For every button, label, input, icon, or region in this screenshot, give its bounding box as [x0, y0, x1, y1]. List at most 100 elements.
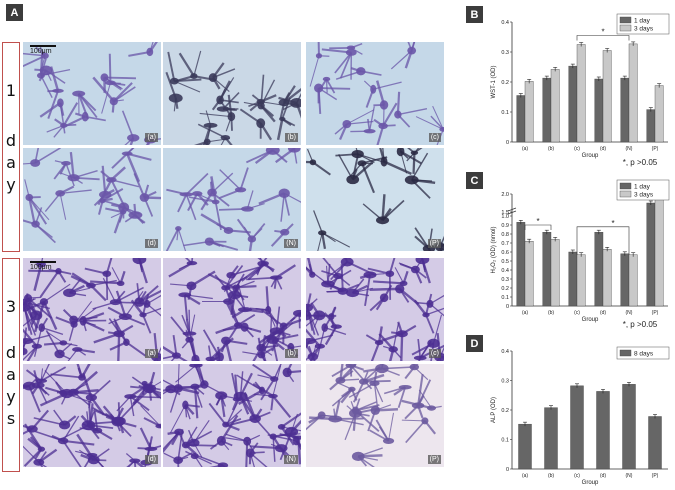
x-tick-label: (c): [574, 310, 580, 316]
micrograph-day3-5: (P): [306, 364, 444, 467]
bar-8-days-4: [622, 384, 636, 470]
significance-bracket: [576, 226, 630, 255]
x-tick-label: (P): [652, 310, 659, 316]
legend-label: 1 day: [634, 184, 651, 191]
bar-1-day-1: [542, 77, 552, 143]
y-tick-label: 1.5: [501, 210, 509, 216]
micrograph-label: (c): [428, 349, 441, 358]
y-tick-label: 0.1: [501, 438, 509, 444]
bar-3-days-1: [550, 239, 560, 307]
bar-1-day-2: [568, 251, 578, 307]
bar-1-day-5: [646, 202, 656, 307]
legend-swatch: [619, 349, 632, 357]
bar-8-days-0: [518, 423, 532, 470]
micrograph-label: (N): [284, 455, 298, 464]
micrograph-label: (b): [285, 349, 298, 358]
y-tick-label: 0.4: [501, 20, 509, 26]
bar-8-days-3: [596, 391, 610, 470]
y-tick-label: 0.6: [501, 250, 509, 256]
chart-b-wst1: 0 0.1 0.2 0.3 0.4 (a) (b) (c) (d) (N) (P) Group WST-…: [491, 13, 670, 167]
legend-label: 8 days: [634, 351, 654, 358]
day3-letter-a: a: [6, 365, 16, 384]
scale-bar: 100μm: [30, 45, 56, 55]
day3-letter-s: s: [6, 409, 16, 428]
bar-8-days-2: [570, 385, 584, 470]
y-axis-label: ALP (OD): [491, 397, 497, 423]
day1-letter-y: y: [6, 175, 16, 194]
y-tick-label: 0.3: [501, 50, 509, 56]
bar-8-days-5: [648, 416, 662, 470]
legend-label: 1 day: [634, 18, 651, 25]
axis-break-mark: [507, 207, 517, 215]
y-tick-label: 1.0: [501, 214, 509, 220]
legend-swatch: [619, 24, 632, 32]
bar-1-day-5: [646, 109, 656, 143]
legend-swatch: [619, 16, 632, 24]
micrograph-label: (b): [285, 133, 298, 142]
micrograph-label: (N): [284, 239, 298, 248]
day3-letter-d: d: [5, 343, 17, 362]
y-tick-label: 0: [506, 467, 509, 473]
day1-letter-d: d: [5, 131, 17, 150]
legend-swatch: [619, 182, 632, 190]
scale-bar: 100μm: [30, 261, 56, 271]
y-axis-label: H₂O₂ (OD) (nmol): [491, 227, 497, 274]
bar-1-day-0: [516, 95, 526, 143]
x-tick-label: (P): [652, 473, 659, 479]
micrograph-day3-3: (d): [23, 364, 161, 467]
y-tick-label: 0: [506, 304, 509, 310]
x-tick-label: (N): [626, 146, 633, 152]
x-tick-label: (d): [600, 473, 606, 479]
bar-8-days-1: [544, 407, 558, 470]
micrograph-label: (a): [145, 133, 158, 142]
micrograph-label: (a): [145, 349, 158, 358]
day1-number: 1: [5, 81, 17, 100]
x-tick-label: (a): [522, 146, 528, 152]
bar-1-day-4: [620, 253, 630, 307]
y-tick-label: 0.1: [501, 295, 509, 301]
p-value-note: *, p >0.05: [623, 158, 658, 167]
bar-3-days-4: [628, 43, 638, 143]
y-axis-label: WST-1 (OD): [491, 66, 497, 99]
x-tick-label: (a): [522, 473, 528, 479]
y-tick-label: 2.0: [501, 192, 509, 198]
y-tick-label: 0.9: [501, 223, 509, 229]
bar-1-day-4: [620, 77, 630, 143]
y-tick-label: 0.3: [501, 277, 509, 283]
legend-label: 3 days: [634, 26, 654, 33]
bar-1-day-1: [542, 232, 552, 307]
significance-bracket: [576, 35, 630, 41]
micrograph-day3-1: (b): [163, 258, 301, 361]
micrograph-label: (d): [145, 455, 158, 464]
y-tick-label: 0.4: [501, 349, 509, 355]
legend-swatch: [619, 190, 632, 198]
day1-row-frame: [2, 42, 20, 252]
micrograph-day3-2: (c): [306, 258, 444, 361]
y-tick-label: 0.4: [501, 268, 509, 274]
x-tick-label: (b): [548, 310, 554, 316]
bar-3-days-0: [524, 81, 534, 143]
micrograph-day1-4: (N): [163, 148, 301, 251]
micrograph-label: (P): [427, 455, 441, 464]
bar-3-days-2: [576, 254, 586, 307]
panel-c-label: C: [466, 172, 483, 189]
y-tick-label: 0.1: [501, 110, 509, 116]
x-tick-label: (c): [574, 146, 580, 152]
bar-3-days-1: [550, 69, 560, 143]
micrograph-day1-2: (c): [306, 42, 444, 145]
bar-1-day-0: [516, 222, 526, 307]
y-tick-label: 0.5: [501, 259, 509, 265]
bar-1-day-2: [568, 65, 578, 143]
legend-label: 3 days: [634, 192, 654, 199]
bar-3-days-5: [654, 85, 664, 143]
significance-star: *: [611, 219, 614, 228]
x-tick-label: (P): [652, 146, 659, 152]
x-tick-label: (N): [626, 310, 633, 316]
chart-c-h2o2: 0 0.1 0.2 0.3 0.4 0.5 0.6 0.7 0.8 0.9 1.01.5 2.0 (a)…: [491, 179, 670, 329]
micrograph-label: (d): [145, 239, 158, 248]
x-axis-label: Group: [582, 317, 599, 323]
bar-3-days-5: [654, 195, 664, 307]
significance-star: *: [601, 28, 604, 37]
y-tick-label: 0.2: [501, 80, 509, 86]
y-tick-label: 0: [506, 140, 509, 146]
